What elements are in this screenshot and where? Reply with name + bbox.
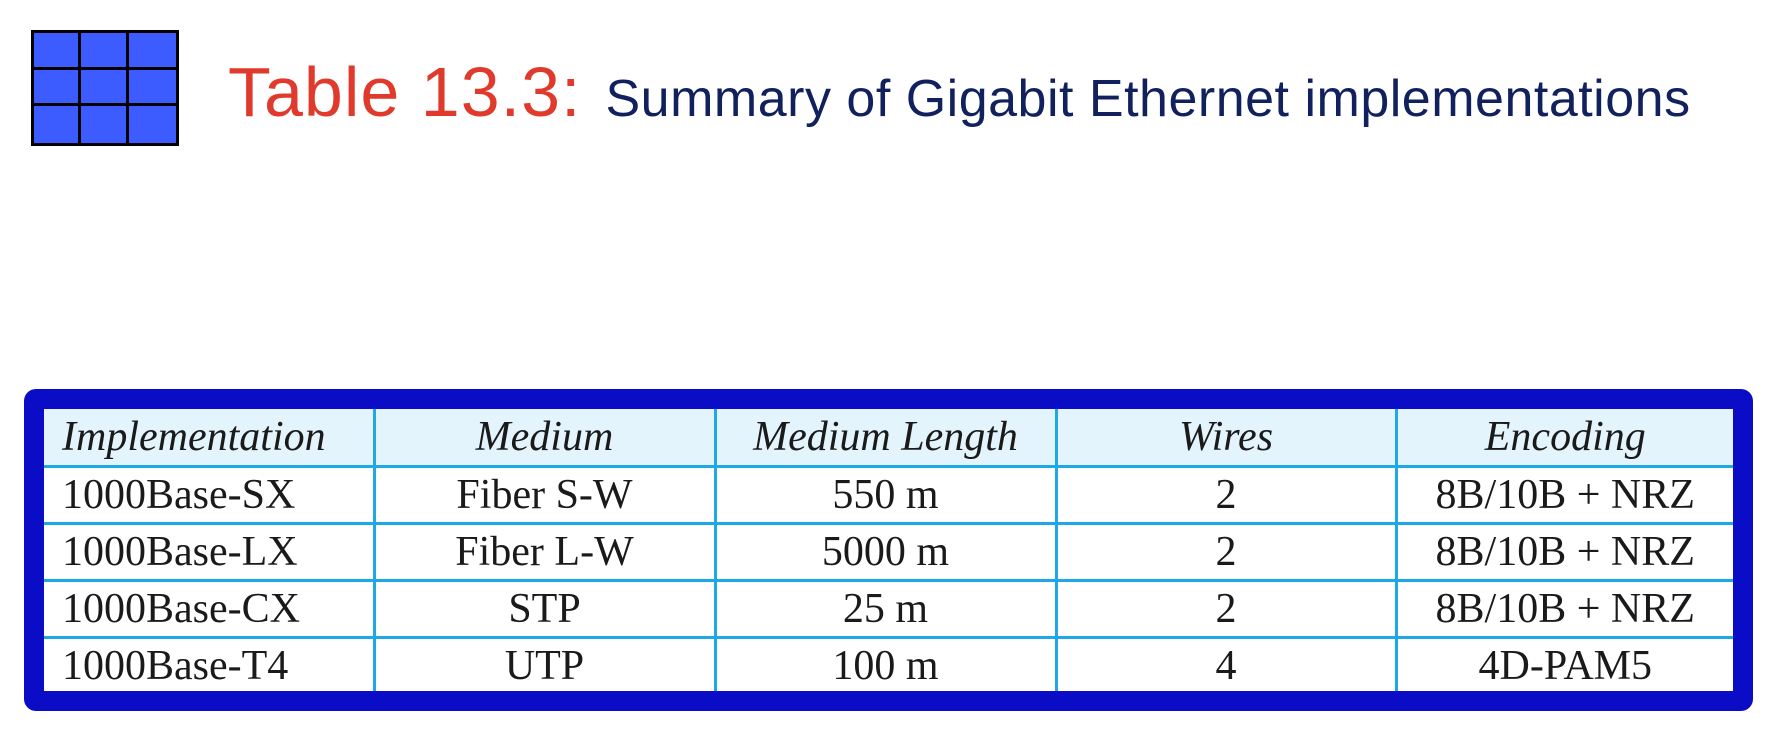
cell-medium: Fiber L-W [372, 522, 717, 582]
cell-wires: 2 [1054, 579, 1398, 639]
column-header-encoding: Encoding [1394, 409, 1733, 468]
cell-encoding: 8B/10B + NRZ [1394, 465, 1733, 525]
cell-wires: 4 [1054, 636, 1398, 691]
table-row: 1000Base-LX Fiber L-W 5000 m 2 8B/10B + … [44, 522, 1733, 582]
cell-encoding: 8B/10B + NRZ [1394, 522, 1733, 582]
cell-encoding: 8B/10B + NRZ [1394, 579, 1733, 639]
grid-icon-cell [34, 69, 82, 107]
gigabit-ethernet-table: Implementation Medium Medium Length Wire… [44, 409, 1733, 691]
cell-medium-length: 550 m [713, 465, 1058, 525]
table-caption: Summary of Gigabit Ethernet implementati… [605, 70, 1691, 128]
cell-wires: 2 [1054, 465, 1398, 525]
cell-medium: UTP [372, 636, 717, 691]
column-header-implementation: Implementation [44, 409, 376, 468]
cell-wires: 2 [1054, 522, 1398, 582]
column-header-medium: Medium [372, 409, 717, 468]
grid-icon-cell [128, 33, 176, 70]
cell-implementation: 1000Base-SX [44, 465, 376, 525]
table-row: 1000Base-T4 UTP 100 m 4 4D-PAM5 [44, 636, 1733, 691]
cell-medium-length: 25 m [713, 579, 1058, 639]
table-viewport: Implementation Medium Medium Length Wire… [44, 409, 1733, 691]
cell-medium: Fiber S-W [372, 465, 717, 525]
table-row: 1000Base-CX STP 25 m 2 8B/10B + NRZ [44, 579, 1733, 639]
cell-medium-length: 100 m [713, 636, 1058, 691]
column-header-medium-length: Medium Length [713, 409, 1058, 468]
cell-medium-length: 5000 m [713, 522, 1058, 582]
grid-icon-cell [128, 70, 176, 107]
grid-icon-cell [34, 33, 82, 70]
grid-icon-cell [129, 106, 176, 143]
page-title: Table 13.3: Summary of Gigabit Ethernet i… [228, 52, 1691, 132]
cell-medium: STP [372, 579, 717, 639]
table-number-label: Table 13.3: [228, 53, 582, 131]
grid-icon-cell [81, 69, 129, 107]
grid-icon-cell [34, 106, 82, 143]
grid-icon-cell [81, 33, 129, 70]
table-frame: Implementation Medium Medium Length Wire… [24, 389, 1753, 711]
cell-implementation: 1000Base-T4 [44, 636, 376, 691]
column-header-wires: Wires [1054, 409, 1398, 468]
cell-implementation: 1000Base-CX [44, 579, 376, 639]
table-row: 1000Base-SX Fiber S-W 550 m 2 8B/10B + N… [44, 465, 1733, 525]
table-header-row: Implementation Medium Medium Length Wire… [44, 409, 1733, 468]
grid-icon-cell [81, 106, 129, 143]
table-grid-icon [31, 30, 179, 146]
cell-encoding: 4D-PAM5 [1394, 636, 1733, 691]
cell-implementation: 1000Base-LX [44, 522, 376, 582]
